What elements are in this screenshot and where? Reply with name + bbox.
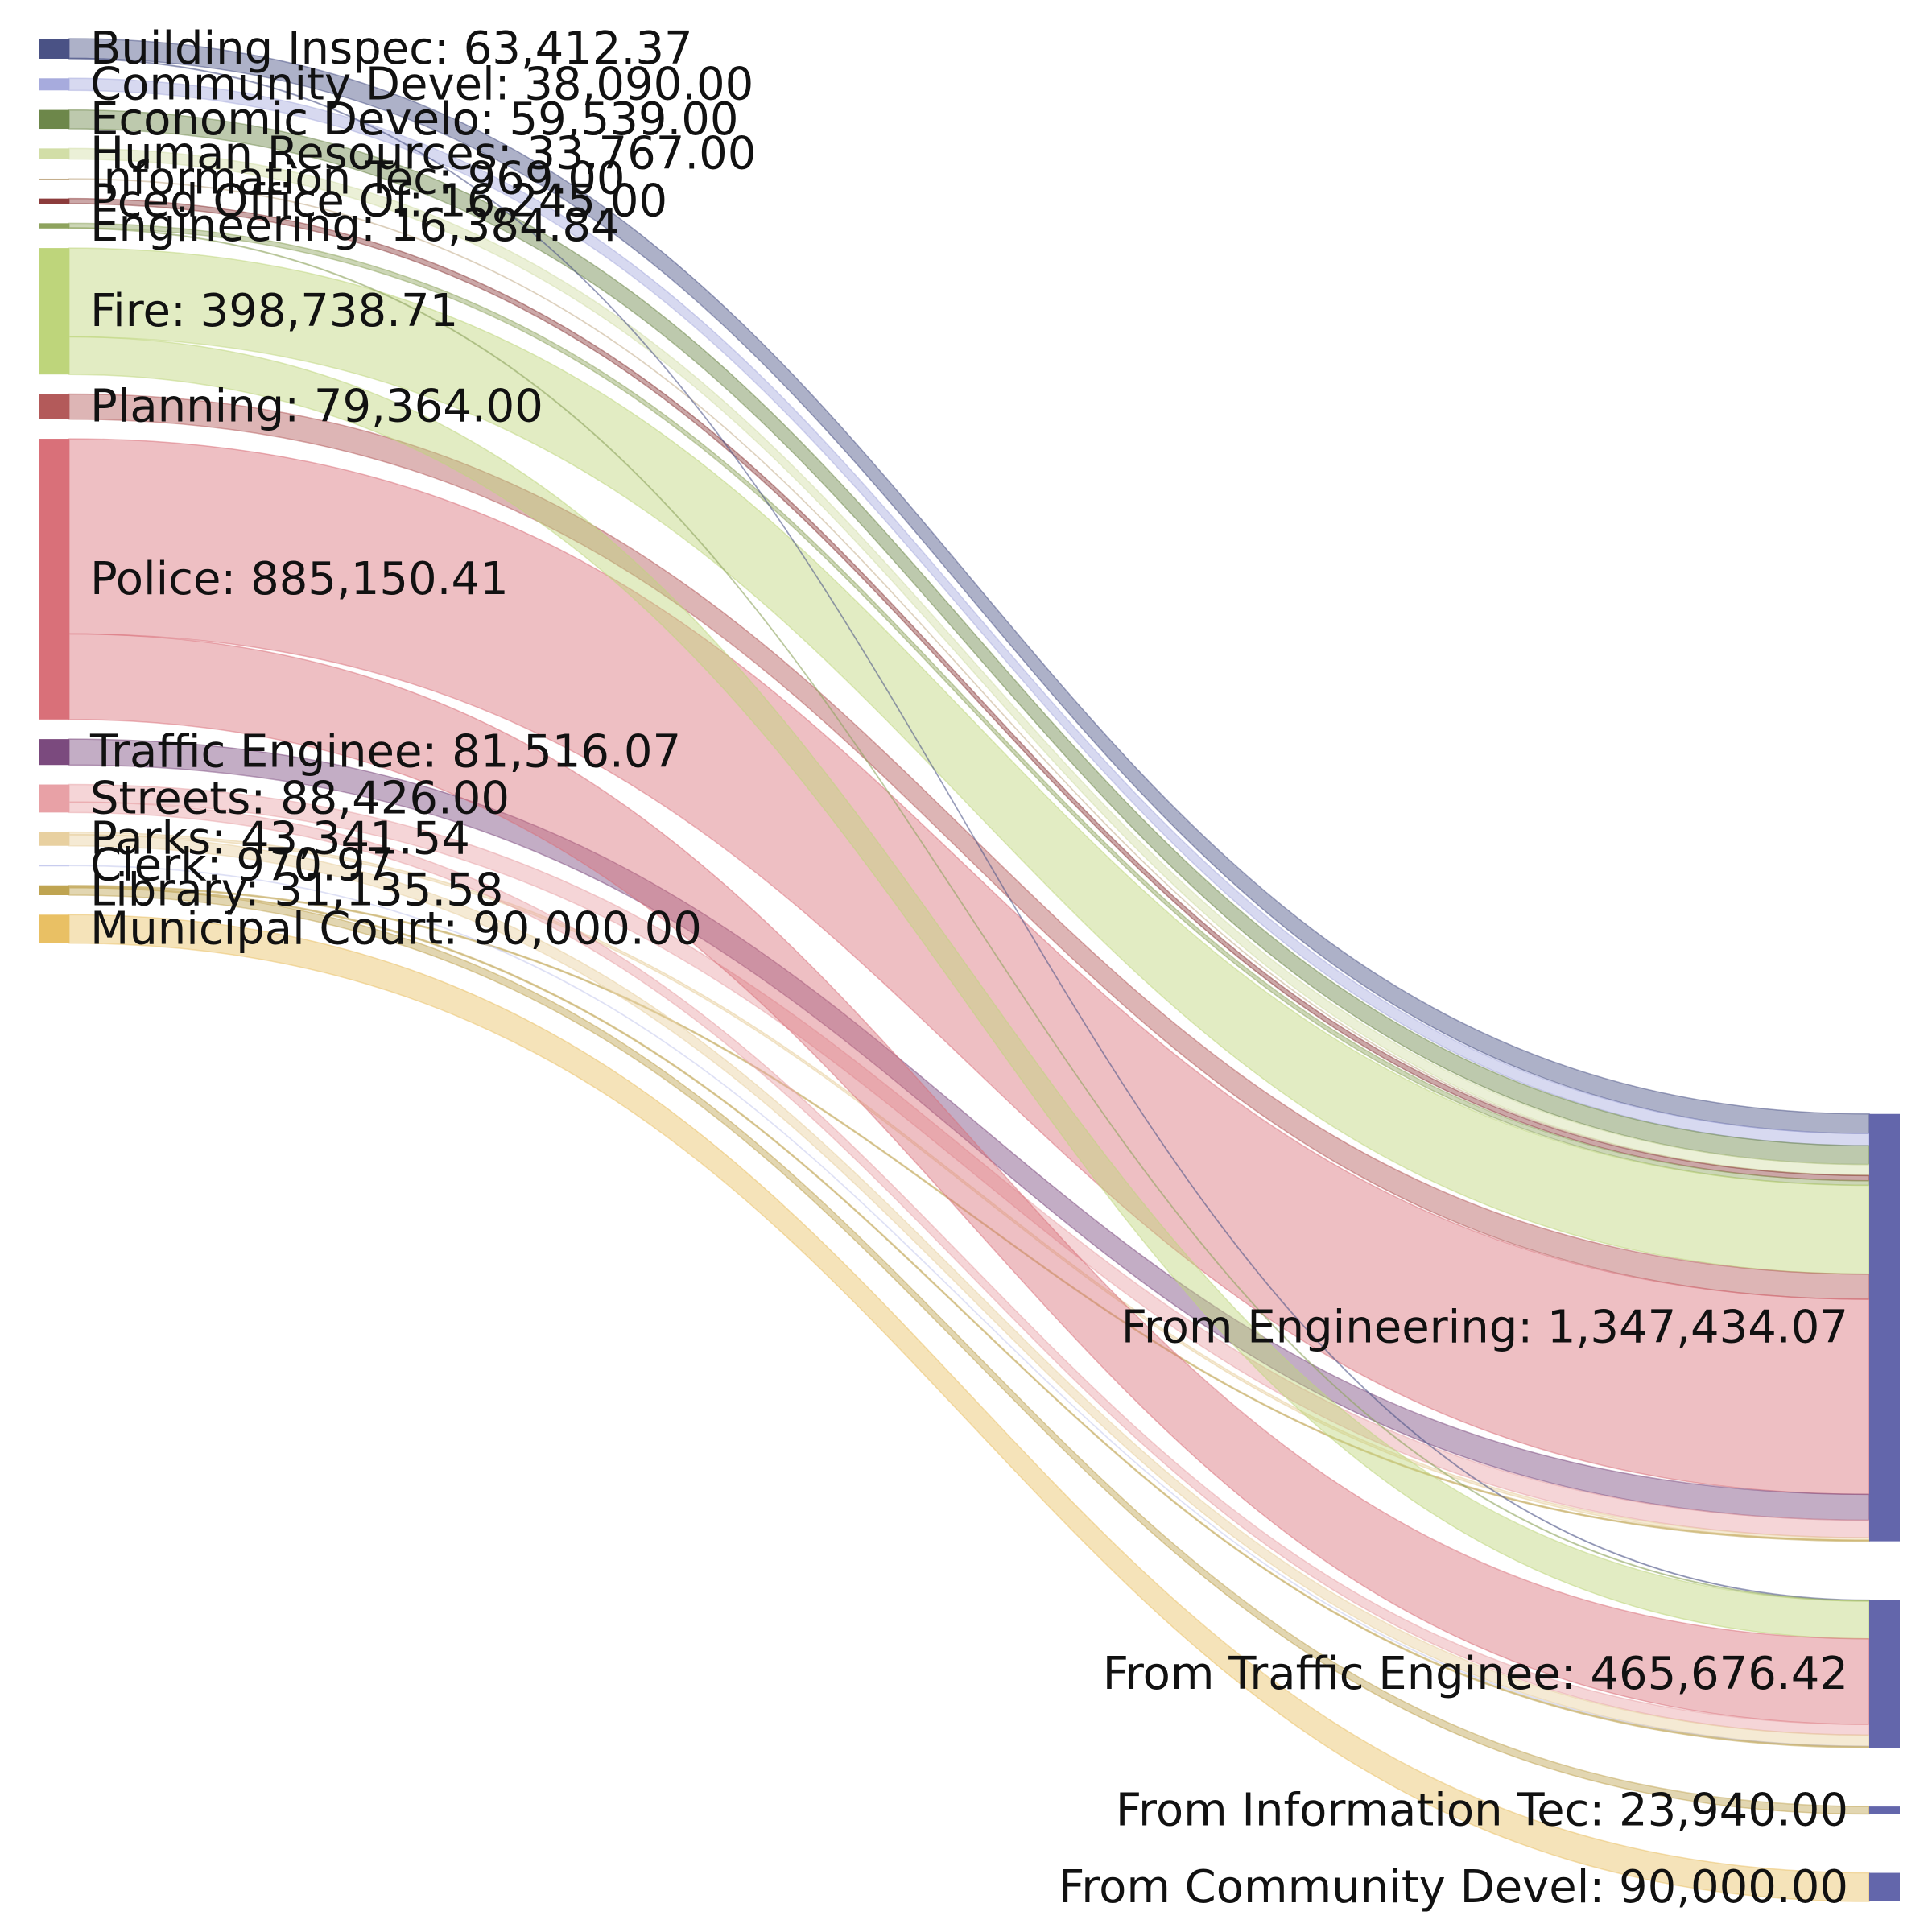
sankey-node-hr [39, 148, 69, 159]
sankey-node-label-engineering: Engineering: 16,384.84 [90, 200, 620, 252]
sankey-node-library [39, 885, 69, 895]
sankey-node-label-library: Library: 31,135.58 [90, 864, 503, 916]
sankey-node-engineering [39, 223, 69, 229]
sankey-node-from_community [1869, 1872, 1900, 1901]
sankey-node-streets [39, 784, 69, 813]
sankey-node-fire [39, 248, 69, 375]
sankey-links [68, 38, 1870, 1902]
sankey-node-label-court: Municipal Court: 90,000.00 [90, 903, 702, 956]
sankey-node-label-fire: Fire: 398,738.71 [90, 285, 458, 337]
sankey-node-label-planning: Planning: 79,364.00 [90, 381, 543, 433]
sankey-node-community [39, 78, 69, 91]
sankey-node-label-clerk: Clerk: 970.97 [90, 840, 394, 892]
sankey-node-pced [39, 198, 69, 204]
sankey-node-economic [39, 109, 69, 130]
sankey-link-library-to-from_traffic [68, 886, 1870, 1748]
sankey-node-label-streets: Streets: 88,426.00 [90, 772, 510, 824]
sankey-node-traffic [39, 739, 69, 766]
sankey-node-label-economic: Economic Develo: 59,539.00 [90, 93, 739, 146]
sankey-node-label-police: Police: 885,150.41 [90, 553, 509, 605]
sankey-node-it [39, 178, 69, 180]
sankey-node-label-from_traffic: From Traffic Enginee: 465,676.42 [1103, 1648, 1848, 1700]
sankey-node-label-traffic: Traffic Enginee: 81,516.07 [89, 726, 681, 778]
sankey-node-label-pced: Pced Office Of: 16,245.00 [90, 175, 667, 227]
sankey-node-police [39, 439, 69, 720]
sankey-node-label-parks: Parks: 43,341.54 [90, 813, 470, 865]
sankey-node-court [39, 914, 69, 943]
sankey-node-label-from_community: From Community Devel: 90,000.00 [1059, 1861, 1848, 1913]
sankey-node-clerk [39, 865, 69, 867]
sankey-node-label-community: Community Devel: 38,090.00 [90, 58, 753, 110]
sankey-node-from_engineering [1869, 1113, 1900, 1542]
sankey-node-planning [39, 394, 69, 419]
sankey-node-label-from_engineering: From Engineering: 1,347,434.07 [1121, 1302, 1848, 1354]
sankey-node-label-hr: Human Resources: 33,767.00 [90, 128, 756, 180]
sankey-node-building [39, 39, 69, 59]
sankey-nodes [39, 39, 1900, 1901]
sankey-node-parks [39, 832, 69, 846]
sankey-node-label-from_it: From Information Tec: 23,940.00 [1116, 1784, 1848, 1836]
sankey-node-from_it [1869, 1806, 1900, 1814]
sankey-node-label-it: Information Tec: 969.00 [90, 153, 625, 205]
sankey-node-label-building: Building Inspec: 63,412.37 [90, 23, 693, 75]
sankey-node-from_traffic [1869, 1600, 1900, 1748]
